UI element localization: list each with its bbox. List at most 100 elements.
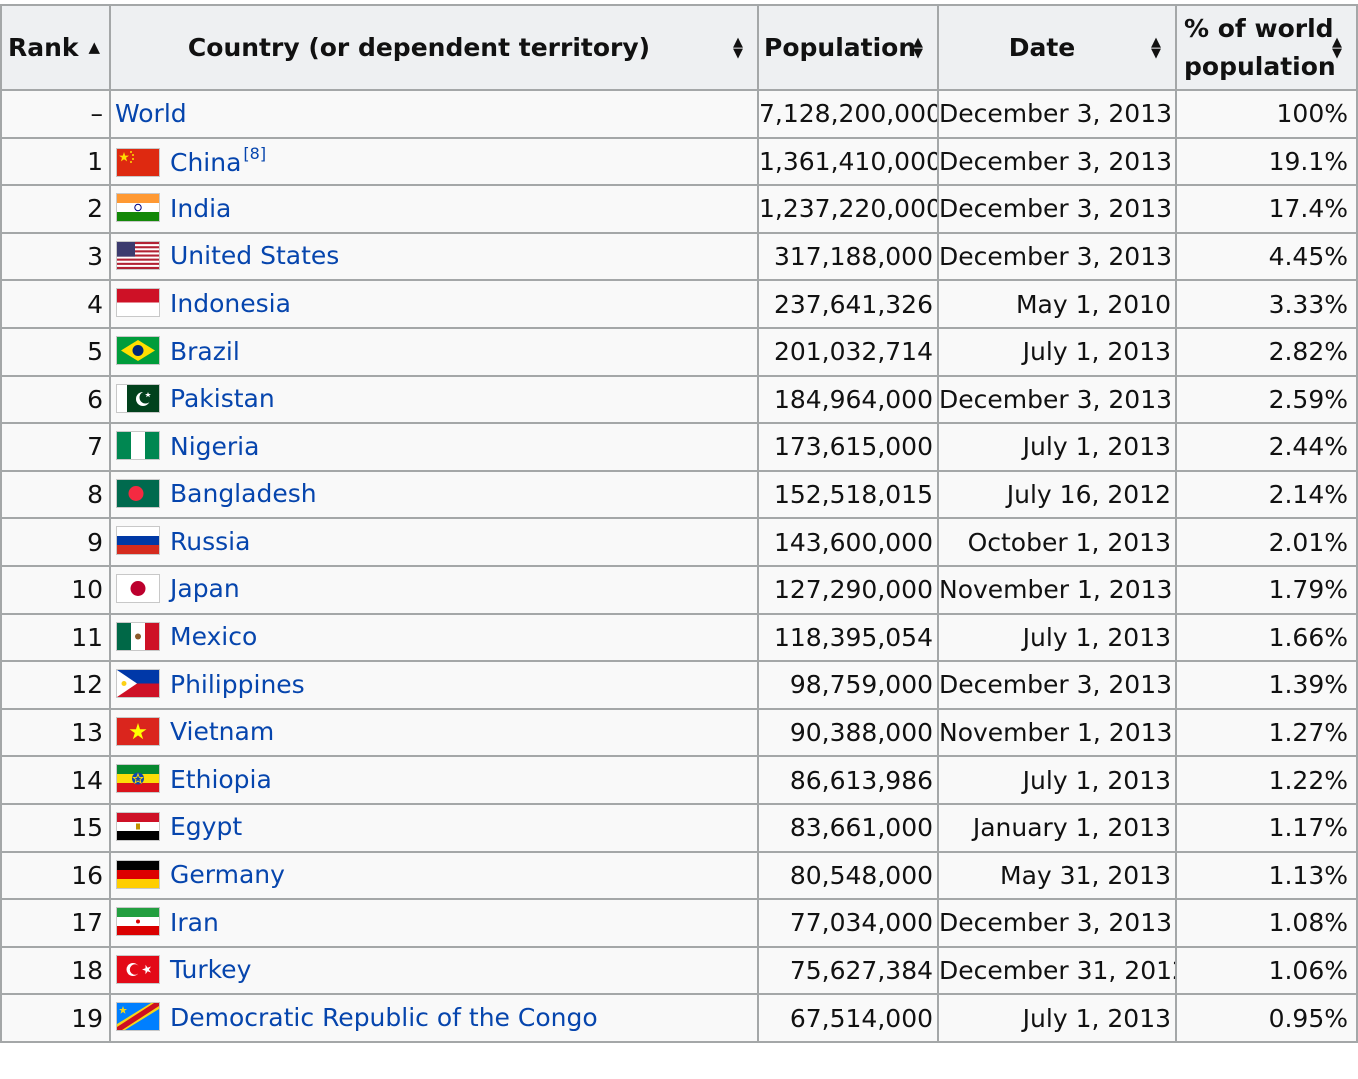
rank-cell: 16 [0, 850, 111, 901]
country-link[interactable]: Pakistan [170, 384, 275, 414]
date-cell: October 1, 2013 [937, 517, 1177, 567]
country-link[interactable]: Ethiopia [170, 764, 272, 794]
table-row: 8 Bangladesh 152,518,015 July 16, 2012 2.14% [0, 469, 1358, 520]
table-row: 4 Indonesia 237,641,326 May 1, 2010 3.33% [0, 279, 1358, 329]
rank-cell: 6 [0, 374, 111, 425]
country-cell: Nigeria [109, 422, 759, 472]
rank-cell: 12 [0, 660, 111, 710]
population-cell: 77,034,000 [757, 898, 939, 948]
country-link[interactable]: Vietnam [170, 717, 275, 747]
table-row: 17 Iran 77,034,000 December 3, 2013 1.08% [0, 898, 1358, 948]
country-link[interactable]: Nigeria [170, 431, 260, 461]
date-cell: January 1, 2013 [937, 802, 1177, 853]
reference-link[interactable]: [8] [243, 144, 267, 164]
date-cell: December 3, 2013 [937, 660, 1177, 710]
country-link[interactable]: China [170, 148, 242, 178]
country-cell: World [109, 89, 759, 139]
rank-cell: 13 [0, 707, 111, 758]
population-cell: 1,237,220,000 [757, 184, 939, 234]
country-cell: Egypt [109, 802, 759, 853]
sort-both-icon[interactable]: ▲ ▼ [1151, 34, 1161, 61]
country-link[interactable]: Bangladesh [170, 479, 317, 509]
date-cell: July 1, 2013 [937, 326, 1177, 377]
indonesia-flag-icon [116, 288, 160, 318]
column-header-percent[interactable]: % of world population ▲ ▼ [1175, 4, 1358, 91]
percent-cell: 19.1% [1175, 136, 1358, 187]
column-header-date[interactable]: Date ▲ ▼ [937, 4, 1177, 91]
population-cell: 184,964,000 [757, 374, 939, 425]
country-cell: Germany [109, 850, 759, 901]
population-table: Rank ▲ Country (or dependent territory) ▲… [0, 4, 1358, 1043]
sort-both-icon[interactable]: ▲ ▼ [733, 34, 743, 61]
column-header-label: Rank [8, 33, 79, 62]
country-link[interactable]: Indonesia [170, 288, 291, 318]
country-link[interactable]: United States [170, 241, 340, 271]
russia-flag-icon [116, 526, 160, 556]
column-header-label: % of world [1184, 13, 1334, 43]
country-link[interactable]: World [115, 99, 187, 129]
country-cell: Japan [109, 564, 759, 615]
percent-cell: 1.17% [1175, 802, 1358, 853]
percent-cell: 0.95% [1175, 993, 1358, 1043]
date-cell: May 1, 2010 [937, 279, 1177, 329]
country-link[interactable]: India [170, 193, 232, 223]
date-cell: December 3, 2013 [937, 184, 1177, 234]
percent-cell: 2.44% [1175, 422, 1358, 472]
rank-cell: 3 [0, 231, 111, 282]
turkey-flag-icon [116, 954, 160, 984]
table-row: 15 Egypt 83,661,000 January 1, 2013 1.17% [0, 802, 1358, 853]
date-cell: May 31, 2013 [937, 850, 1177, 901]
country-link[interactable]: Turkey [170, 955, 252, 985]
table-row: 1 China [8] 1,361,410,000 December 3, 2013 19… [0, 136, 1358, 187]
column-header-population[interactable]: Population ▲ ▼ [757, 4, 939, 91]
column-header-label: Date [1008, 33, 1076, 62]
date-cell: December 31, 2012 [937, 945, 1177, 996]
china-flag-icon [116, 147, 160, 177]
column-header-country[interactable]: Country (or dependent territory) ▲ ▼ [109, 4, 759, 91]
percent-cell: 1.39% [1175, 660, 1358, 710]
country-link[interactable]: Japan [170, 574, 240, 604]
population-cell: 86,613,986 [757, 755, 939, 805]
united-states-flag-icon [116, 240, 160, 270]
population-cell: 118,395,054 [757, 612, 939, 663]
column-header-label: Population [764, 33, 917, 62]
percent-cell: 2.01% [1175, 517, 1358, 567]
country-cell: China [8] [109, 136, 759, 187]
pakistan-flag-icon [116, 383, 160, 413]
table-row: 19 Democratic Republic of the Congo 67,514… [0, 993, 1358, 1043]
column-header-rank[interactable]: Rank ▲ [0, 4, 111, 91]
date-cell: November 1, 2013 [937, 564, 1177, 615]
brazil-flag-icon [116, 336, 160, 366]
header-row: Rank ▲ Country (or dependent territory) ▲… [0, 4, 1358, 91]
country-link[interactable]: Russia [170, 526, 251, 556]
population-cell: 67,514,000 [757, 993, 939, 1043]
country-link[interactable]: Brazil [170, 336, 240, 366]
rank-cell: 7 [0, 422, 111, 472]
country-cell: Bangladesh [109, 469, 759, 520]
country-link[interactable]: Mexico [170, 622, 258, 652]
table-row: 16 Germany 80,548,000 May 31, 2013 1.13% [0, 850, 1358, 901]
percent-cell: 100% [1175, 89, 1358, 139]
sort-up-icon[interactable]: ▲ [88, 38, 101, 56]
percent-cell: 1.06% [1175, 945, 1358, 996]
percent-cell: 2.59% [1175, 374, 1358, 425]
population-cell: 143,600,000 [757, 517, 939, 567]
table-row: 3 United States 317,188,000 December 3, 201… [0, 231, 1358, 282]
rank-cell: 9 [0, 517, 111, 567]
rank-cell: 19 [0, 993, 111, 1043]
sort-both-icon[interactable]: ▲ ▼ [913, 34, 923, 61]
country-link[interactable]: Iran [170, 907, 219, 937]
rank-cell: 1 [0, 136, 111, 187]
country-cell: Democratic Republic of the Congo [109, 993, 759, 1043]
country-link[interactable]: Philippines [170, 669, 305, 699]
country-link[interactable]: Egypt [170, 812, 243, 842]
nigeria-flag-icon [116, 431, 160, 461]
percent-cell: 17.4% [1175, 184, 1358, 234]
country-link[interactable]: Germany [170, 860, 285, 890]
country-cell: Turkey [109, 945, 759, 996]
sort-both-icon[interactable]: ▲ ▼ [1332, 34, 1342, 61]
percent-cell: 1.13% [1175, 850, 1358, 901]
column-header-label: Country (or dependent territory) [187, 33, 651, 62]
country-link[interactable]: Democratic Republic of the Congo [170, 1002, 598, 1032]
population-cell: 173,615,000 [757, 422, 939, 472]
